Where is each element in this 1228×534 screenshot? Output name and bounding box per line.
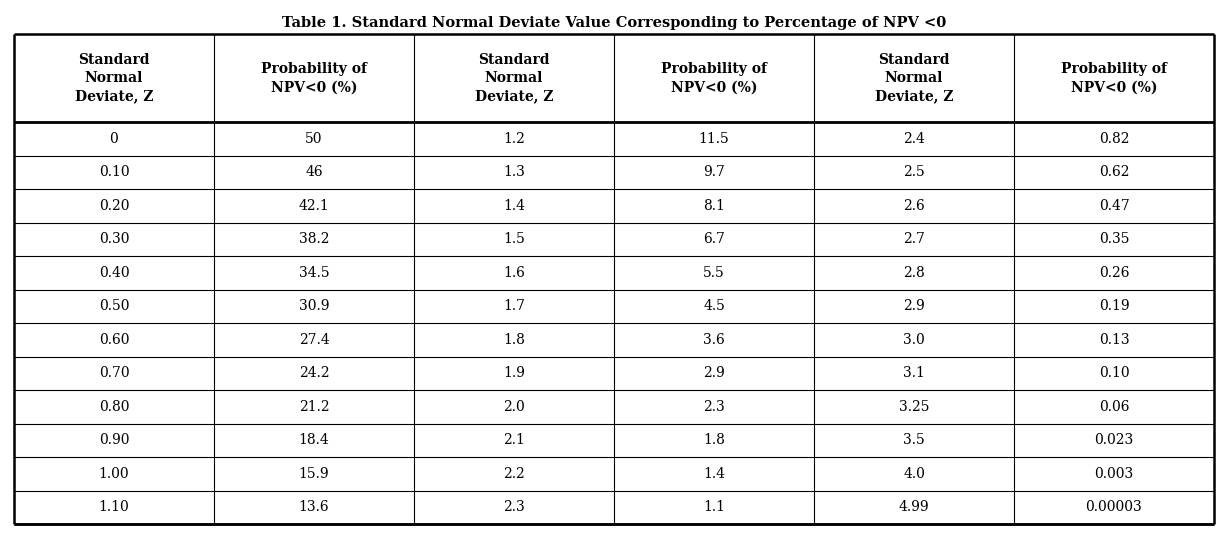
Text: 4.99: 4.99 xyxy=(899,500,930,514)
Text: 0.35: 0.35 xyxy=(1099,232,1130,246)
Text: 0: 0 xyxy=(109,132,118,146)
Text: 0.62: 0.62 xyxy=(1099,165,1130,179)
Text: 0.10: 0.10 xyxy=(1099,366,1130,380)
Text: 2.6: 2.6 xyxy=(903,199,925,213)
Text: 1.4: 1.4 xyxy=(503,199,526,213)
Text: 2.3: 2.3 xyxy=(704,400,725,414)
Text: 1.00: 1.00 xyxy=(98,467,129,481)
Text: 5.5: 5.5 xyxy=(704,266,725,280)
Text: 1.4: 1.4 xyxy=(702,467,725,481)
Text: 1.9: 1.9 xyxy=(503,366,524,380)
Text: Standard
Normal
Deviate, Z: Standard Normal Deviate, Z xyxy=(874,53,953,104)
Text: 8.1: 8.1 xyxy=(704,199,725,213)
Text: 30.9: 30.9 xyxy=(298,299,329,313)
Text: 2.7: 2.7 xyxy=(903,232,925,246)
Text: 11.5: 11.5 xyxy=(699,132,729,146)
Text: 4.0: 4.0 xyxy=(903,467,925,481)
Text: 1.2: 1.2 xyxy=(503,132,524,146)
Text: 6.7: 6.7 xyxy=(704,232,725,246)
Text: 1.3: 1.3 xyxy=(503,165,524,179)
Text: 2.9: 2.9 xyxy=(903,299,925,313)
Text: 0.80: 0.80 xyxy=(98,400,129,414)
Text: 0.023: 0.023 xyxy=(1094,433,1133,447)
Text: 2.4: 2.4 xyxy=(903,132,925,146)
Text: 0.82: 0.82 xyxy=(1099,132,1130,146)
Text: 2.3: 2.3 xyxy=(503,500,524,514)
Text: 9.7: 9.7 xyxy=(704,165,725,179)
Text: 0.10: 0.10 xyxy=(98,165,129,179)
Text: 15.9: 15.9 xyxy=(298,467,329,481)
Text: 0.70: 0.70 xyxy=(98,366,129,380)
Text: 46: 46 xyxy=(306,165,323,179)
Text: 42.1: 42.1 xyxy=(298,199,329,213)
Text: 1.7: 1.7 xyxy=(503,299,526,313)
Text: 0.00003: 0.00003 xyxy=(1086,500,1142,514)
Text: 2.5: 2.5 xyxy=(903,165,925,179)
Text: 24.2: 24.2 xyxy=(298,366,329,380)
Text: 0.13: 0.13 xyxy=(1099,333,1130,347)
Text: 1.10: 1.10 xyxy=(98,500,129,514)
Text: 1.8: 1.8 xyxy=(503,333,524,347)
Text: 0.50: 0.50 xyxy=(98,299,129,313)
Text: Probability of
NPV<0 (%): Probability of NPV<0 (%) xyxy=(661,62,768,94)
Text: 2.1: 2.1 xyxy=(503,433,524,447)
Text: 4.5: 4.5 xyxy=(704,299,725,313)
Text: 2.8: 2.8 xyxy=(903,266,925,280)
Text: 3.1: 3.1 xyxy=(903,366,925,380)
Text: 0.19: 0.19 xyxy=(1099,299,1130,313)
Text: 1.1: 1.1 xyxy=(702,500,725,514)
Text: 13.6: 13.6 xyxy=(298,500,329,514)
Text: 27.4: 27.4 xyxy=(298,333,329,347)
Text: 0.90: 0.90 xyxy=(98,433,129,447)
Text: 0.20: 0.20 xyxy=(98,199,129,213)
Text: 34.5: 34.5 xyxy=(298,266,329,280)
Text: 0.26: 0.26 xyxy=(1099,266,1130,280)
Text: 2.9: 2.9 xyxy=(704,366,725,380)
Text: 18.4: 18.4 xyxy=(298,433,329,447)
Text: 1.5: 1.5 xyxy=(503,232,524,246)
Text: 1.6: 1.6 xyxy=(503,266,524,280)
Text: 0.003: 0.003 xyxy=(1094,467,1133,481)
Text: 3.5: 3.5 xyxy=(903,433,925,447)
Text: 1.8: 1.8 xyxy=(704,433,725,447)
Text: 3.0: 3.0 xyxy=(903,333,925,347)
Text: 2.0: 2.0 xyxy=(503,400,524,414)
Text: 3.25: 3.25 xyxy=(899,400,930,414)
Text: 0.47: 0.47 xyxy=(1099,199,1130,213)
Text: Table 1. Standard Normal Deviate Value Corresponding to Percentage of NPV <0: Table 1. Standard Normal Deviate Value C… xyxy=(282,16,946,30)
Text: 0.40: 0.40 xyxy=(98,266,129,280)
Text: Standard
Normal
Deviate, Z: Standard Normal Deviate, Z xyxy=(475,53,554,104)
Text: 50: 50 xyxy=(306,132,323,146)
Text: 21.2: 21.2 xyxy=(298,400,329,414)
Text: 0.60: 0.60 xyxy=(98,333,129,347)
Text: 3.6: 3.6 xyxy=(704,333,725,347)
Text: Standard
Normal
Deviate, Z: Standard Normal Deviate, Z xyxy=(75,53,154,104)
Text: 0.06: 0.06 xyxy=(1099,400,1130,414)
Text: Probability of
NPV<0 (%): Probability of NPV<0 (%) xyxy=(262,62,367,94)
Text: 38.2: 38.2 xyxy=(298,232,329,246)
Text: 0.30: 0.30 xyxy=(98,232,129,246)
Text: Probability of
NPV<0 (%): Probability of NPV<0 (%) xyxy=(1061,62,1167,94)
Text: 2.2: 2.2 xyxy=(503,467,524,481)
